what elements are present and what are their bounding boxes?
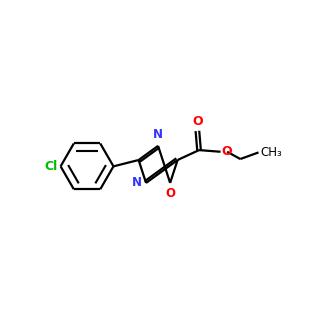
Text: O: O — [222, 144, 233, 158]
Text: O: O — [192, 115, 203, 128]
Text: CH₃: CH₃ — [260, 146, 282, 159]
Text: N: N — [153, 128, 163, 141]
Text: O: O — [166, 187, 176, 200]
Text: Cl: Cl — [45, 160, 58, 173]
Text: N: N — [131, 176, 141, 190]
